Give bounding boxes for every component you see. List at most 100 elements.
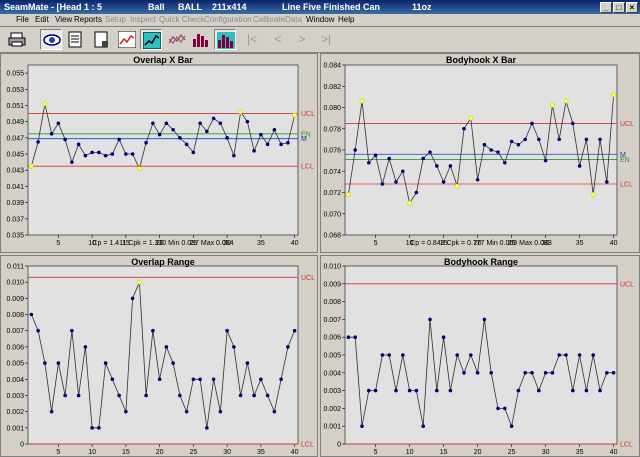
chart-stats: Cp = 0.843 Cpk = 0.777 Min 0.069 Max 0.0… [410,240,552,247]
y-tick-label: 0.049 [6,119,24,126]
data-point [407,388,412,393]
x-tick-label: 5 [374,240,378,247]
menu-setup[interactable]: Setup [105,15,126,24]
menu-quick-check[interactable]: Quick Check [159,15,205,24]
data-point [36,140,40,144]
data-point [557,137,561,142]
data-point [198,377,202,382]
menu-reports[interactable]: Reports [74,15,103,24]
data-point [36,328,40,333]
x-tick-label: 25 [189,240,197,247]
maximize-button[interactable]: □ [613,2,625,13]
title-field-volume: 11oz [412,2,432,12]
data-point [516,142,521,147]
y-tick-label: 0.080 [323,105,341,112]
data-point [232,345,236,349]
last-record-button[interactable]: >| [320,32,332,46]
data-point [454,183,460,189]
data-point [259,132,263,137]
menu-file[interactable]: File [16,15,29,24]
data-point [63,393,67,398]
data-point [164,121,169,126]
y-tick-label: 0.039 [6,200,24,207]
x-tick-label: 5 [374,449,378,456]
y-tick-label: 0.006 [323,335,341,342]
prev-record-button[interactable]: < [274,32,282,46]
data-point [124,409,128,414]
histogram-button[interactable] [190,29,212,50]
title-bar: SeamMate - [Head 1 : 5 Ball BALL 211x414… [0,0,640,14]
plot-area [344,64,618,236]
series-line [348,319,614,428]
data-point [598,137,602,142]
data-point [157,377,162,382]
data-point [28,163,34,169]
data-point [178,136,182,140]
data-point [292,328,297,333]
data-point [509,424,514,429]
multi-chart-icon [168,33,186,44]
y-tick-label: 0.043 [6,168,24,175]
y-tick-label: 0.082 [323,84,341,91]
range-chart-button[interactable] [140,29,162,50]
y-tick-label: 0.070 [323,211,341,218]
data-point [130,152,135,156]
data-point [265,142,270,147]
xbar-chart-button[interactable] [116,29,138,50]
data-point [462,371,466,375]
list-button[interactable] [64,29,86,50]
y-tick-label: 0.005 [6,361,24,368]
y-tick-label: 0.008 [323,299,341,306]
menu-window[interactable]: Window [306,15,335,24]
menu-data[interactable]: Data [285,15,302,24]
y-tick-label: 0.001 [323,424,341,431]
menu-configuration[interactable]: Configuration [204,15,252,24]
data-point [171,127,175,132]
lcl-label: LCL [620,182,633,189]
data-point [590,192,596,198]
data-point [238,109,244,115]
y-tick-label: 0.051 [6,103,24,110]
menu-view[interactable]: View [55,15,73,24]
menu-inspect[interactable]: Inspect [130,15,156,24]
close-button[interactable]: × [626,2,638,13]
window-title: SeamMate - [Head 1 : 5 [4,2,103,12]
print-button[interactable] [6,29,28,50]
data-point [232,153,236,158]
data-point [272,409,277,414]
first-record-button[interactable]: |< [246,32,258,46]
data-point [557,353,561,357]
data-point [151,328,155,333]
menu-help[interactable]: Help [338,15,355,24]
menu-bar: File Edit View Reports Setup Inspect Qui… [0,14,640,27]
y-tick-label: 0.003 [6,393,24,400]
data-point [611,371,616,375]
chart-title: Bodyhook Range [444,257,518,267]
view-button[interactable] [40,29,62,50]
data-point [184,142,189,147]
data-point [218,121,223,126]
data-point [63,137,67,142]
data-point [605,180,609,184]
data-point [29,312,34,317]
chart-panel-4: Bodyhook Range 0 0.001 0.002 0.003 0.004 0.005… [320,255,640,457]
menu-edit[interactable]: Edit [35,15,49,24]
data-point [164,345,169,349]
chart-title: Overlap Range [131,257,195,267]
title-field-line: Line Five Finished Can [282,2,381,12]
menu-calibrate[interactable]: Calibrate [253,15,286,24]
data-point [407,200,413,206]
data-point [345,192,351,198]
data-point [346,335,351,340]
range-chart-icon [143,32,161,49]
minimize-button[interactable]: _ [600,2,612,13]
page-button[interactable] [90,29,112,50]
mean-label: M [301,136,307,143]
multi-chart-button[interactable] [166,29,188,50]
x-tick-label: 25 [508,449,516,456]
histogram-teal-button[interactable] [214,29,236,50]
next-record-button[interactable]: > [298,32,306,46]
x-tick-label: 30 [542,240,550,247]
ucl-label: UCL [620,121,634,128]
y-tick-label: 0 [20,442,24,449]
